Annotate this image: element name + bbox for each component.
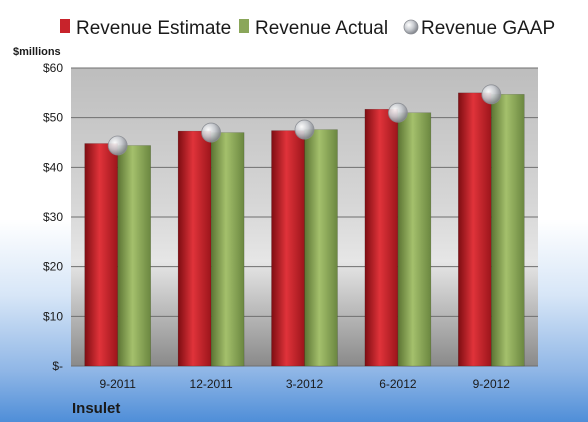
y-tick-label: $10: [43, 309, 63, 323]
bars: [84, 92, 525, 367]
gaap-marker: [387, 102, 408, 123]
actual-bar: [397, 112, 432, 367]
gaap-marker: [201, 122, 222, 143]
legend: Revenue Estimate Revenue Actual Revenue GA…: [60, 18, 555, 39]
legend-swatch: [403, 19, 419, 35]
x-tick-label: 9-2012: [473, 377, 511, 391]
y-axis-ticks: $- $10 $20 $30 $40 $50 $60: [43, 61, 63, 373]
y-tick-label: $30: [43, 210, 63, 224]
x-tick-label: 3-2012: [286, 377, 324, 391]
y-tick-label: $40: [43, 160, 63, 174]
gaap-marker: [107, 135, 128, 156]
y-tick-label: $20: [43, 260, 63, 274]
actual-bar: [304, 129, 338, 367]
x-axis-ticks: 9-2011 12-2011 3-2012 6-2012 9-2012: [99, 377, 510, 391]
legend-swatch: [239, 19, 249, 33]
legend-label: Revenue Actual: [255, 18, 388, 39]
company-label: Insulet: [72, 400, 120, 417]
actual-bar: [491, 94, 525, 367]
legend-swatch: [60, 19, 70, 33]
gaap-markers: [107, 84, 502, 156]
legend-label: Revenue GAAP: [421, 18, 555, 39]
gaap-marker: [481, 84, 502, 105]
actual-bar: [117, 145, 151, 367]
x-tick-label: 12-2011: [190, 377, 233, 391]
estimate-bar: [364, 108, 399, 367]
y-axis-unit-label: $millions: [13, 46, 61, 58]
y-tick-label: $60: [43, 61, 63, 75]
legend-label: Revenue Estimate: [76, 18, 231, 39]
estimate-bar: [458, 92, 492, 367]
gaap-marker: [294, 119, 315, 140]
estimate-bar: [177, 130, 212, 367]
x-tick-label: 6-2012: [379, 377, 417, 391]
estimate-bar: [271, 130, 305, 367]
actual-bar: [210, 132, 245, 367]
y-tick-label: $50: [43, 111, 63, 125]
x-tick-label: 9-2011: [99, 377, 136, 391]
y-tick-label: $-: [52, 359, 63, 373]
estimate-bar: [84, 143, 118, 367]
